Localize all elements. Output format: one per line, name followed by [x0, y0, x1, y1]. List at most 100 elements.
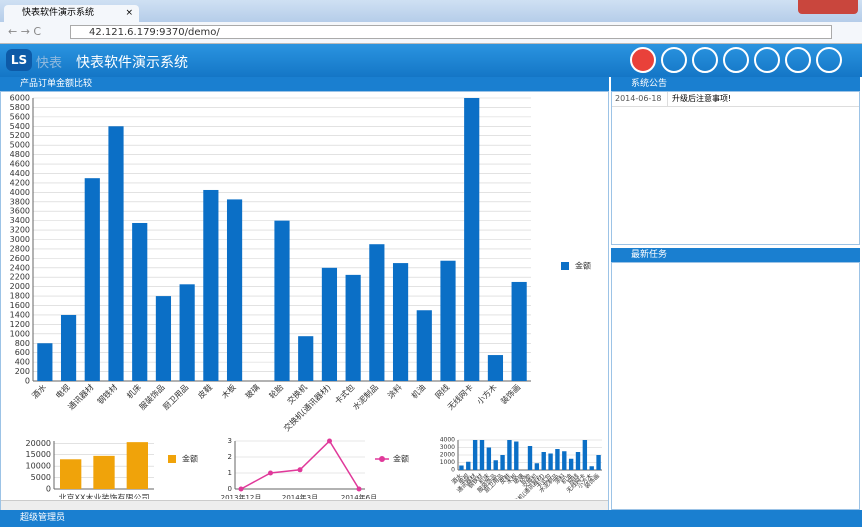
current-user: 超级管理员	[20, 513, 66, 523]
tasks-panel-title: 最新任务	[611, 248, 860, 262]
url-box[interactable]: 42.121.6.179:9370/demo/	[70, 25, 832, 39]
point	[327, 438, 332, 444]
legend-label: 金额	[575, 261, 591, 271]
bar	[562, 451, 567, 470]
y-tick-label: 5800	[10, 103, 30, 112]
x-tick-label: 小方木	[475, 382, 499, 406]
main-chart: 0200400600800100012001400160018002000220…	[10, 94, 591, 434]
legend-label: 金额	[393, 454, 409, 464]
y-tick-label: 2	[228, 453, 232, 461]
y-tick-label: 15000	[26, 450, 51, 459]
tasks-list	[611, 262, 860, 510]
x-tick-label: 2013年12月	[221, 493, 262, 499]
bar	[596, 455, 601, 470]
tab[interactable]: 快表软件演示系统 ×	[4, 5, 139, 22]
chart-panel-title: 产品订单金额比较	[0, 77, 609, 91]
info-button[interactable]	[785, 47, 811, 73]
bar	[84, 178, 100, 381]
bar	[487, 355, 504, 381]
bar	[108, 126, 124, 381]
bar	[37, 343, 53, 381]
bar	[507, 440, 512, 470]
x-tick-label: 无线网卡	[445, 382, 475, 412]
y-tick-label: 1000	[440, 459, 455, 466]
bar	[155, 296, 172, 381]
notice-panel-title: 系统公告	[611, 77, 860, 91]
y-tick-label: 1200	[10, 320, 30, 329]
legend-swatch	[561, 262, 569, 270]
y-tick-label: 2000	[440, 452, 455, 459]
bar	[392, 263, 409, 381]
mini-chart: 0 5000 10000 15000 20000 北京XX木业装饰有限公司 金额	[26, 439, 198, 500]
y-tick-label: 4000	[440, 437, 455, 444]
bar	[527, 446, 533, 470]
bar	[548, 453, 553, 470]
home-button[interactable]	[630, 47, 656, 73]
y-tick-label: 2200	[10, 273, 30, 282]
x-tick-label: 玻璃	[243, 382, 261, 400]
notice-list: 2014-06-18 升级后注意事项!	[611, 91, 860, 245]
bar	[575, 452, 581, 470]
y-tick-label: 5400	[10, 122, 30, 131]
bar	[60, 314, 77, 381]
bar	[274, 220, 290, 381]
y-tick-label: 10000	[26, 462, 51, 471]
bar	[369, 244, 385, 381]
y-tick-label: 3000	[10, 235, 30, 244]
notice-text: 升级后注意事项!	[667, 92, 731, 106]
bar	[500, 455, 505, 470]
key-button[interactable]	[754, 47, 780, 73]
y-tick-label: 3000	[440, 444, 455, 451]
y-tick-label: 0	[46, 485, 51, 494]
tab-title: 快表软件演示系统	[22, 8, 95, 18]
x-tick-label: 北京XX木业装饰有限公司	[59, 493, 150, 500]
settings-button[interactable]	[692, 47, 718, 73]
panel-title: 产品订单金额比较	[20, 79, 93, 89]
panel-title: 系统公告	[631, 79, 668, 89]
legend-label: 金额	[182, 454, 198, 464]
tool-button[interactable]	[661, 47, 687, 73]
point	[268, 470, 273, 476]
x-tick-label: 机油	[409, 382, 427, 400]
bar	[464, 98, 480, 381]
y-tick-label: 4400	[10, 169, 30, 178]
y-tick-label: 0	[451, 467, 455, 474]
footer: 超级管理员	[0, 510, 862, 527]
y-tick-label: 0	[25, 377, 30, 386]
mini-chart: 01000200030004000酒水电视通讯器材钢铁材机床服装饰品厨卫用品皮鞋…	[440, 437, 602, 499]
title-bar: 快表软件演示系统 ×	[0, 0, 862, 22]
bar	[203, 189, 219, 381]
app-title: 快表软件演示系统	[76, 55, 188, 71]
bar	[534, 463, 540, 470]
y-tick-label: 1400	[10, 310, 30, 319]
bar	[486, 447, 492, 470]
app-header: LS 快表 快表软件演示系统	[0, 44, 862, 77]
y-tick-label: 6000	[10, 94, 30, 103]
x-tick-label: 木板	[219, 382, 237, 400]
line	[240, 439, 360, 490]
y-tick-label: 4800	[10, 150, 30, 159]
scrollbar[interactable]	[1, 500, 608, 510]
tab-close[interactable]: ×	[125, 8, 133, 18]
theme-button[interactable]	[723, 47, 749, 73]
x-tick-label: 水泥制品	[350, 382, 380, 412]
nav-buttons[interactable]: ← → C	[8, 25, 42, 38]
notice-row[interactable]: 2014-06-18 升级后注意事项!	[612, 92, 859, 107]
y-tick-label: 3400	[10, 216, 30, 225]
y-tick-label: 600	[15, 348, 30, 357]
y-tick-label: 2400	[10, 263, 30, 272]
x-tick-label: 网线	[433, 382, 451, 400]
y-tick-label: 2000	[10, 282, 30, 291]
bar	[179, 284, 195, 381]
y-tick-label: 5200	[10, 131, 30, 140]
bar	[126, 442, 148, 489]
mini-chart: 0 1 2 3 2013年12月 2014年3月 2014年6月 金额	[221, 437, 409, 499]
x-tick-label: 皮鞋	[196, 382, 214, 400]
logout-button[interactable]	[816, 47, 842, 73]
y-tick-label: 3800	[10, 197, 30, 206]
point	[238, 486, 244, 492]
x-tick-label: 2014年3月	[282, 493, 318, 499]
y-tick-label: 1000	[10, 329, 30, 338]
bar	[345, 274, 361, 381]
